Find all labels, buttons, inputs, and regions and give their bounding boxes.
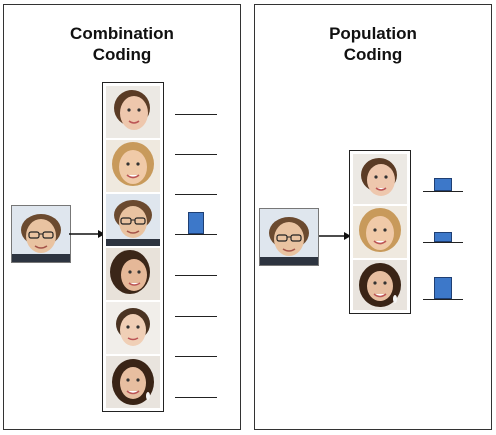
combination-response-baseline [175,234,217,235]
stored-face-2 [106,140,160,192]
population-response-bar [434,277,452,299]
combination-coding-title: Combination Coding [70,24,174,64]
stored-face-4 [106,248,160,300]
population-response-bar [434,232,452,242]
population-response-baseline [423,242,463,243]
stored-face-2 [353,206,407,258]
combination-response-baseline [175,154,217,155]
stored-face-3 [106,194,160,246]
stored-face-7 [353,260,407,310]
stored-face-5 [106,302,160,354]
combination-response-baseline [175,356,217,357]
combination-response-baseline [175,114,217,115]
population-response-baseline [423,299,463,300]
input-face-combination [11,205,71,263]
arrow-icon [319,232,351,240]
stored-face-1 [106,86,160,138]
combination-response-baseline [175,275,217,276]
population-coding-title: Population Coding [329,24,417,64]
input-face-population [259,208,319,266]
stored-face-1 [353,154,407,204]
population-response-baseline [423,191,463,192]
combination-response-baseline [175,194,217,195]
combination-response-bar [188,212,204,234]
arrow-icon [69,230,105,238]
combination-response-baseline [175,397,217,398]
stored-face-6 [106,356,160,408]
combination-response-baseline [175,316,217,317]
population-response-bar [434,178,452,191]
